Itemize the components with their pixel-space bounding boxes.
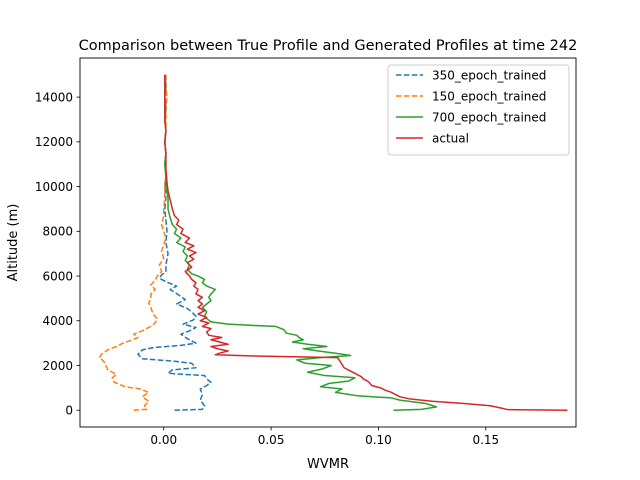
y-tick-label: 0 bbox=[65, 404, 73, 418]
x-axis-ticks: 0.00 0.05 0.10 0.15 bbox=[150, 427, 499, 447]
legend-label: 150_epoch_trained bbox=[432, 89, 546, 103]
y-axis-label: Altitude (m) bbox=[6, 204, 21, 282]
legend-label: 700_epoch_trained bbox=[432, 110, 546, 124]
legend-label: actual bbox=[432, 131, 469, 145]
legend-box bbox=[387, 64, 570, 156]
chart-title: Comparison between True Profile and Gene… bbox=[79, 38, 578, 54]
legend-label: 350_epoch_trained bbox=[432, 68, 546, 82]
x-axis-label: WVMR bbox=[307, 457, 349, 472]
y-tick-label: 8000 bbox=[42, 225, 73, 239]
y-tick-label: 4000 bbox=[42, 314, 73, 328]
y-tick-label: 6000 bbox=[42, 269, 73, 283]
y-tick-label: 2000 bbox=[42, 359, 73, 373]
x-tick-label: 0.05 bbox=[258, 433, 285, 447]
series-line-350-epoch-trained bbox=[137, 74, 212, 411]
legend: 350_epoch_trained 150_epoch_trained 700_ep… bbox=[387, 64, 570, 156]
series-line-actual bbox=[164, 74, 568, 411]
y-tick-label: 14000 bbox=[35, 90, 73, 104]
y-tick-label: 10000 bbox=[35, 180, 73, 194]
plot-frame bbox=[79, 57, 577, 428]
series-line-150-epoch-trained bbox=[98, 74, 168, 411]
x-tick-label: 0.15 bbox=[472, 433, 499, 447]
x-tick-label: 0.10 bbox=[365, 433, 392, 447]
y-tick-label: 12000 bbox=[35, 135, 73, 149]
x-tick-label: 0.00 bbox=[150, 433, 177, 447]
series-group bbox=[98, 74, 568, 411]
y-axis-ticks: 0 2000 4000 6000 8000 10000 12000 14000 bbox=[35, 90, 80, 418]
